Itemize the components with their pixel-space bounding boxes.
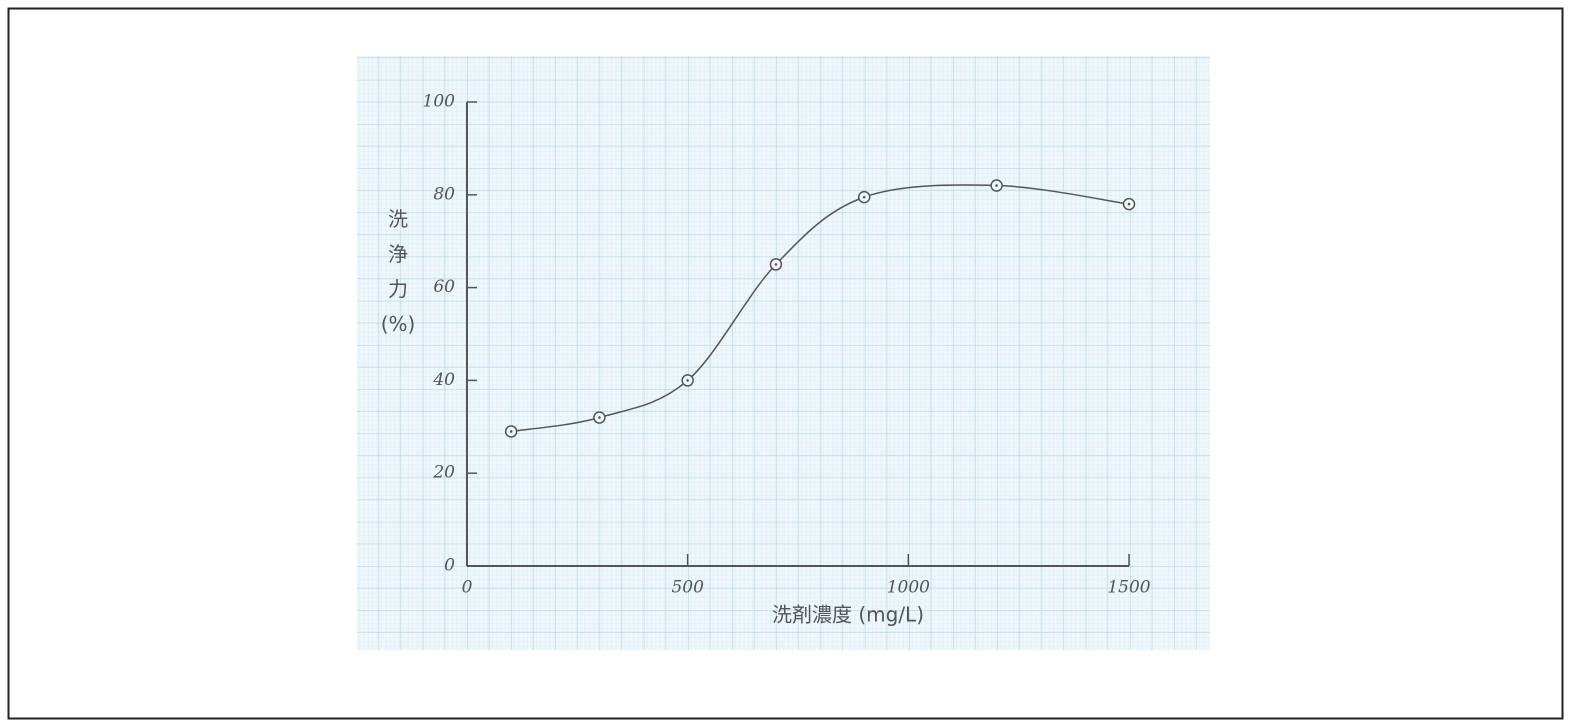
y-tick-label: 20 <box>432 463 455 483</box>
page: 020406080100050010001500洗剤濃度 (mg/L)洗浄力(%… <box>0 0 1571 727</box>
x-axis-label: 洗剤濃度 (mg/L) <box>772 603 924 627</box>
x-tick-label: 1500 <box>1107 578 1150 598</box>
y-tick-label: 0 <box>444 556 455 576</box>
y-tick-label: 100 <box>423 92 456 112</box>
y-tick-label: 40 <box>432 370 455 390</box>
marker-dot <box>863 196 866 199</box>
marker-dot <box>598 416 601 419</box>
graph-paper-grid <box>357 56 1210 650</box>
x-tick-label: 1000 <box>887 578 930 598</box>
marker-dot <box>686 379 689 382</box>
x-tick-label: 0 <box>462 578 473 598</box>
marker-dot <box>995 184 998 187</box>
marker-dot <box>775 263 778 266</box>
marker-dot <box>1128 203 1131 206</box>
x-tick-label: 500 <box>671 578 704 598</box>
y-tick-label: 80 <box>433 184 455 204</box>
y-tick-label: 60 <box>433 277 455 297</box>
marker-dot <box>510 430 513 433</box>
